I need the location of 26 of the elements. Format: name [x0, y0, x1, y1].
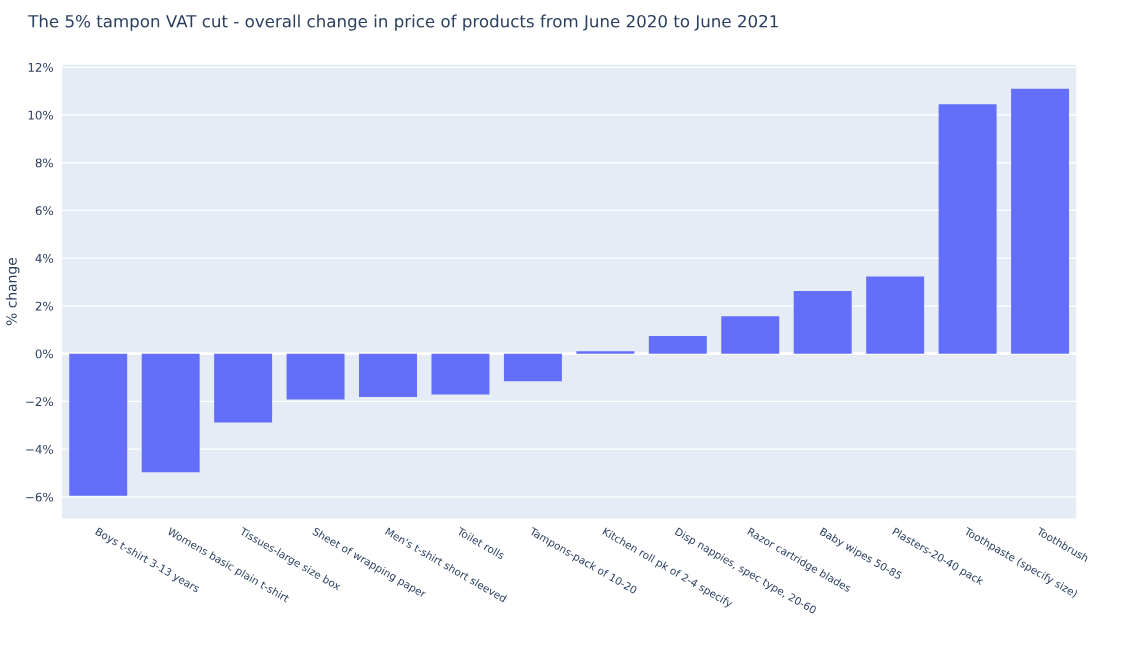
bar	[576, 351, 635, 354]
y-tick-label: −4%	[26, 444, 53, 454]
y-tick-label: 12%	[28, 62, 53, 72]
bar	[938, 104, 997, 354]
bar	[431, 353, 490, 395]
bar	[1011, 88, 1070, 354]
bar	[69, 353, 128, 496]
bar	[648, 336, 707, 354]
bar	[721, 316, 780, 354]
y-tick-label: 10%	[28, 110, 53, 120]
y-tick-label: 6%	[35, 206, 53, 216]
bar	[793, 290, 852, 354]
bar	[866, 276, 925, 354]
y-tick-label: 2%	[35, 301, 53, 311]
y-axis-title: % change	[6, 257, 20, 326]
y-tick-label: −6%	[26, 492, 53, 502]
bar	[214, 353, 273, 423]
y-tick-label: 8%	[35, 158, 53, 168]
bar	[359, 353, 417, 398]
y-tick-label: 4%	[35, 253, 53, 263]
chart-title: The 5% tampon VAT cut - overall change in price of products from June 2020 to June 2021	[28, 14, 778, 31]
y-tick-label: 0%	[35, 349, 53, 359]
bar	[141, 353, 200, 473]
y-tick-label: −2%	[26, 397, 53, 407]
bar	[286, 353, 345, 400]
bar	[503, 353, 562, 382]
